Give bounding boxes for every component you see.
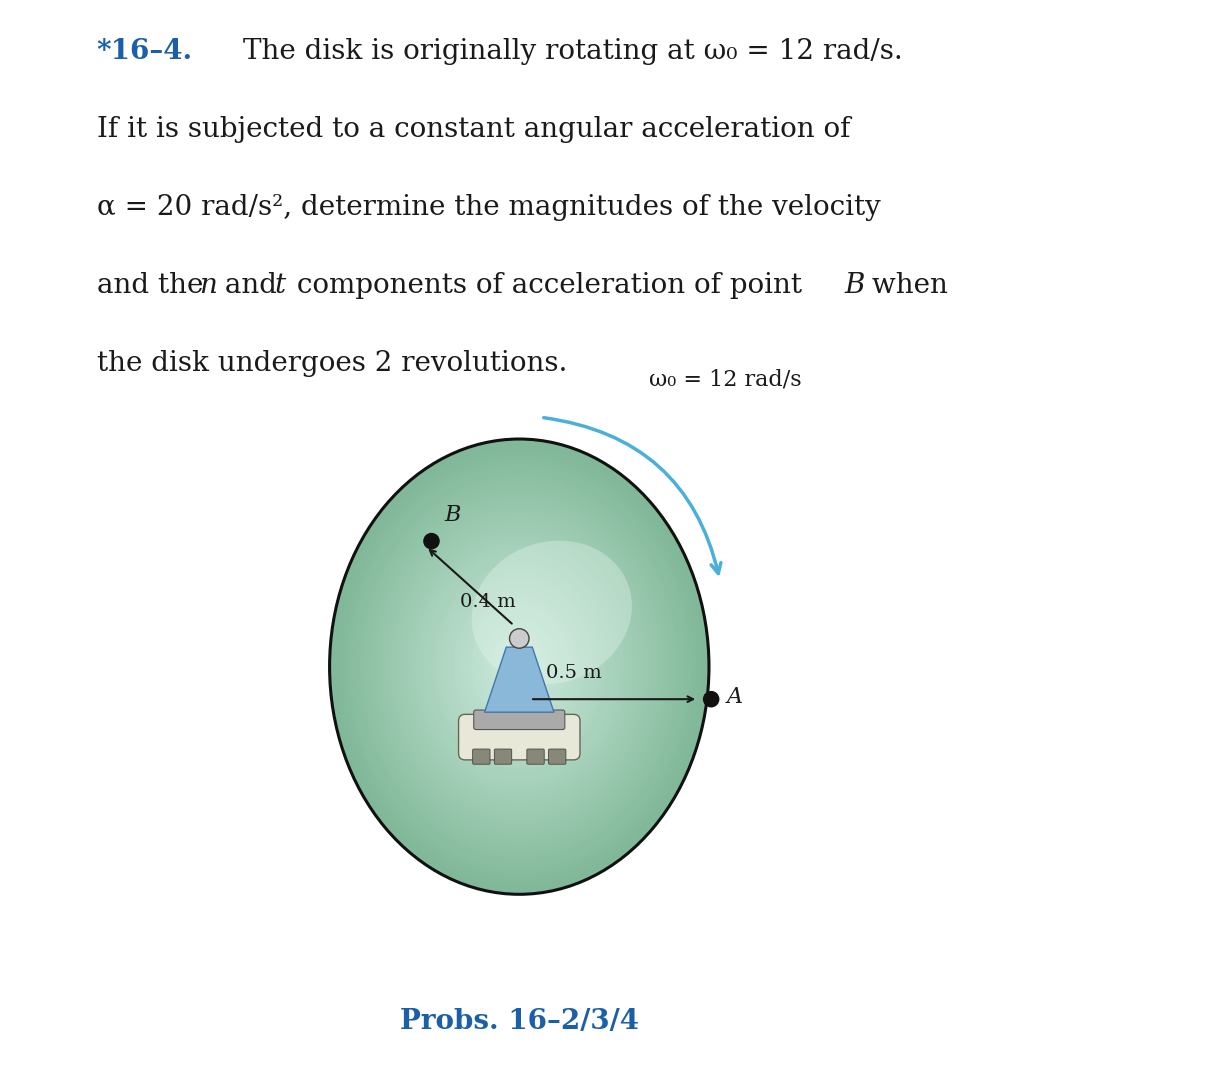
Ellipse shape [402,526,636,806]
Ellipse shape [453,586,585,746]
Ellipse shape [333,442,705,891]
Text: A: A [726,686,743,708]
Ellipse shape [479,618,560,715]
Ellipse shape [349,462,690,872]
Ellipse shape [373,492,664,841]
Ellipse shape [381,500,658,834]
Ellipse shape [406,530,633,803]
Ellipse shape [393,515,646,818]
Ellipse shape [507,651,532,682]
Text: and the: and the [97,272,212,299]
Ellipse shape [367,485,671,849]
Text: Probs. 16–2/3/4: Probs. 16–2/3/4 [400,1008,639,1035]
Ellipse shape [383,503,656,830]
Ellipse shape [440,572,599,761]
Ellipse shape [487,629,551,705]
Ellipse shape [428,557,611,776]
FancyBboxPatch shape [549,749,566,764]
Ellipse shape [351,466,687,867]
Ellipse shape [396,518,642,815]
Ellipse shape [430,560,607,773]
Ellipse shape [355,469,684,864]
Text: *16–4.: *16–4. [97,38,193,65]
Ellipse shape [462,598,576,735]
Text: components of acceleration of point: components of acceleration of point [288,272,811,299]
FancyBboxPatch shape [474,710,565,730]
Ellipse shape [456,591,583,743]
Polygon shape [485,647,554,712]
Ellipse shape [510,655,528,679]
Text: t: t [274,272,285,299]
Circle shape [424,533,439,549]
Ellipse shape [469,606,570,727]
Text: α = 20 rad/s², determine the magnitudes of the velocity: α = 20 rad/s², determine the magnitudes … [97,194,880,221]
Ellipse shape [358,473,680,861]
Text: The disk is originally rotating at ω₀ = 12 rad/s.: The disk is originally rotating at ω₀ = … [242,38,903,65]
Ellipse shape [389,512,648,822]
Text: and: and [216,272,286,299]
Text: B: B [445,504,461,526]
Ellipse shape [408,533,630,799]
Ellipse shape [503,647,534,686]
Circle shape [703,692,719,707]
Ellipse shape [377,496,662,837]
Ellipse shape [481,621,558,712]
Ellipse shape [513,659,526,674]
Ellipse shape [497,640,542,694]
Ellipse shape [516,662,522,670]
Ellipse shape [330,439,709,894]
Ellipse shape [418,545,621,788]
Ellipse shape [501,644,538,689]
Ellipse shape [415,541,624,791]
Text: when: when [863,272,948,299]
Ellipse shape [387,507,652,826]
Ellipse shape [465,603,573,731]
FancyBboxPatch shape [473,749,490,764]
Ellipse shape [371,488,668,846]
Ellipse shape [491,632,548,701]
Ellipse shape [438,568,601,765]
Ellipse shape [365,481,674,852]
Ellipse shape [485,624,554,709]
Ellipse shape [446,579,591,754]
Circle shape [509,629,528,648]
Ellipse shape [399,522,640,811]
Text: B: B [845,272,865,299]
Ellipse shape [494,636,544,697]
Ellipse shape [412,538,627,796]
Ellipse shape [336,447,703,887]
FancyBboxPatch shape [458,714,581,760]
Ellipse shape [444,576,595,758]
Ellipse shape [424,553,614,780]
Text: 0.5 m: 0.5 m [547,663,602,682]
Ellipse shape [475,614,564,720]
FancyBboxPatch shape [527,749,544,764]
Ellipse shape [345,457,693,876]
Ellipse shape [342,454,697,879]
Text: the disk undergoes 2 revolutions.: the disk undergoes 2 revolutions. [97,350,567,377]
Ellipse shape [450,583,589,750]
Ellipse shape [471,609,567,724]
Text: ω₀ = 12 rad/s: ω₀ = 12 rad/s [650,369,802,390]
Text: If it is subjected to a constant angular acceleration of: If it is subjected to a constant angular… [97,116,850,143]
Text: n: n [200,272,217,299]
Ellipse shape [459,594,579,739]
Ellipse shape [339,451,699,882]
Ellipse shape [471,541,631,684]
FancyBboxPatch shape [494,749,511,764]
Text: 0.4 m: 0.4 m [459,593,515,611]
Ellipse shape [434,564,605,770]
Ellipse shape [422,549,617,785]
Ellipse shape [361,477,678,856]
